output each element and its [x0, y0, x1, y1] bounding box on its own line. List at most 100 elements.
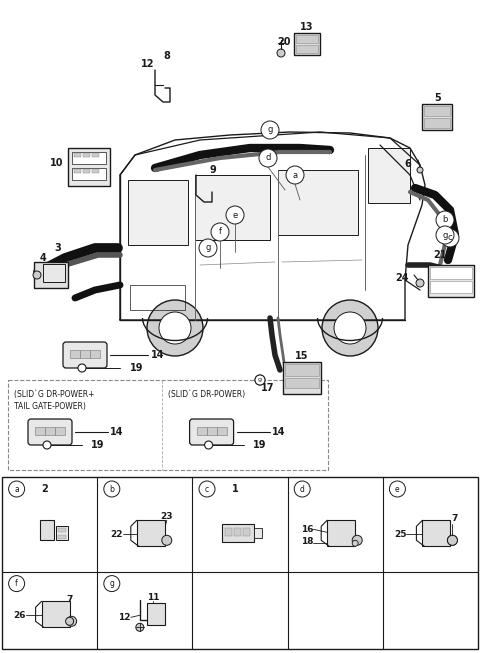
Bar — [83, 169, 90, 173]
Circle shape — [436, 226, 454, 244]
Bar — [68, 148, 110, 186]
Text: 18: 18 — [300, 537, 313, 546]
Text: 8: 8 — [164, 51, 170, 61]
Text: 4: 4 — [40, 253, 47, 263]
Circle shape — [211, 223, 229, 241]
Bar — [72, 168, 106, 180]
Text: 23: 23 — [160, 512, 173, 521]
Bar — [58, 535, 66, 539]
Bar — [39, 520, 54, 540]
Circle shape — [9, 481, 24, 497]
Bar — [8, 380, 328, 470]
Circle shape — [322, 300, 378, 356]
Bar — [234, 528, 241, 536]
Circle shape — [294, 481, 310, 497]
Text: 14: 14 — [272, 427, 285, 437]
Bar — [2, 477, 478, 649]
Bar — [424, 106, 450, 116]
Circle shape — [199, 481, 215, 497]
Circle shape — [204, 441, 213, 449]
Circle shape — [226, 206, 244, 224]
Bar — [72, 152, 106, 164]
Text: a: a — [292, 170, 298, 180]
Text: f: f — [218, 227, 221, 236]
Circle shape — [159, 312, 191, 344]
Bar — [206, 427, 216, 435]
Bar — [92, 153, 99, 157]
Circle shape — [334, 312, 366, 344]
Bar — [296, 35, 318, 43]
Bar — [74, 153, 81, 157]
Bar — [243, 528, 250, 536]
Circle shape — [286, 166, 304, 184]
Text: 14: 14 — [151, 350, 165, 360]
Circle shape — [277, 49, 285, 57]
Circle shape — [447, 535, 457, 545]
Circle shape — [261, 121, 279, 139]
Bar — [83, 153, 90, 157]
Bar — [137, 520, 165, 547]
Text: 16: 16 — [300, 525, 313, 534]
Bar — [254, 528, 262, 538]
Text: 11: 11 — [146, 593, 159, 602]
Text: 26: 26 — [13, 611, 25, 620]
Text: 12: 12 — [141, 59, 155, 69]
FancyBboxPatch shape — [63, 342, 107, 368]
Bar — [80, 350, 90, 358]
Bar — [197, 427, 206, 435]
Text: (SLID`G DR-POWER+: (SLID`G DR-POWER+ — [14, 390, 95, 399]
Circle shape — [441, 229, 459, 247]
Text: 24: 24 — [395, 273, 409, 283]
Text: a: a — [14, 485, 19, 494]
FancyBboxPatch shape — [28, 419, 72, 445]
Bar — [55, 427, 65, 435]
Bar — [296, 45, 318, 53]
Text: 6: 6 — [405, 159, 411, 169]
Text: e: e — [395, 485, 400, 494]
Bar — [422, 104, 452, 130]
Text: 7: 7 — [451, 514, 457, 523]
Text: 19: 19 — [252, 440, 266, 450]
Bar — [283, 362, 321, 394]
Text: g: g — [267, 125, 273, 135]
Text: 5: 5 — [434, 93, 442, 103]
Text: TAIL GATE-POWER): TAIL GATE-POWER) — [14, 402, 86, 411]
Text: e: e — [232, 210, 238, 219]
Bar — [285, 364, 319, 376]
Bar — [128, 180, 188, 245]
Text: g: g — [205, 244, 211, 253]
Bar — [285, 378, 319, 388]
Text: 20: 20 — [277, 37, 291, 47]
Text: 21: 21 — [433, 250, 447, 260]
Bar — [195, 175, 270, 240]
Circle shape — [416, 279, 424, 287]
Circle shape — [199, 239, 217, 257]
Bar — [43, 264, 65, 282]
Text: g: g — [442, 231, 448, 240]
Circle shape — [147, 300, 203, 356]
Circle shape — [255, 375, 265, 385]
Bar — [424, 118, 450, 128]
Circle shape — [33, 271, 41, 279]
Bar — [90, 350, 100, 358]
Bar — [278, 170, 358, 235]
FancyBboxPatch shape — [190, 419, 234, 445]
Bar — [92, 169, 99, 173]
Bar — [430, 281, 472, 293]
Circle shape — [259, 149, 277, 167]
Text: f: f — [15, 579, 18, 588]
Text: 22: 22 — [110, 530, 123, 539]
Circle shape — [104, 481, 120, 497]
Circle shape — [67, 616, 77, 626]
Text: d: d — [300, 485, 305, 494]
Text: (SLID`G DR-POWER): (SLID`G DR-POWER) — [168, 390, 245, 399]
Text: 17: 17 — [261, 383, 275, 393]
Text: b: b — [442, 215, 448, 225]
Circle shape — [162, 535, 172, 545]
Circle shape — [66, 617, 73, 626]
Circle shape — [389, 481, 406, 497]
Text: 9: 9 — [210, 165, 216, 175]
Text: 10: 10 — [50, 158, 64, 168]
Circle shape — [417, 167, 423, 173]
Circle shape — [136, 624, 144, 631]
